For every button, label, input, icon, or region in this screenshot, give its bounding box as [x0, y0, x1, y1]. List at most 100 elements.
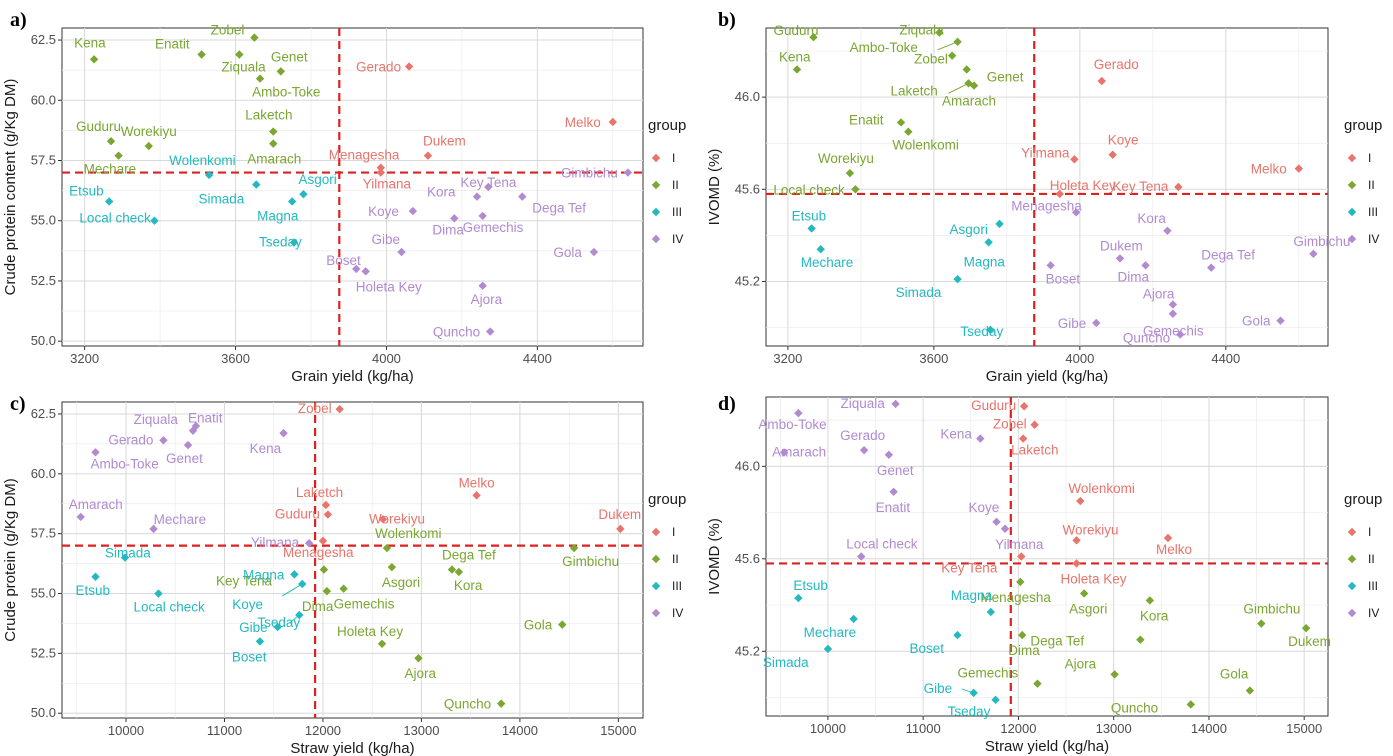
point-label-melko: Melko [565, 115, 601, 130]
point-label-gimbichu: Gimbichu [562, 554, 619, 569]
point-label-boset: Boset [1046, 271, 1081, 286]
legend-label-i: I [1368, 525, 1371, 539]
legend-key-ii [651, 180, 661, 190]
point-asgori [299, 190, 308, 199]
point-label-quncho: Quncho [444, 697, 491, 712]
point-label-mechare: Mechare [801, 255, 854, 270]
point-label-genet: Genet [166, 451, 203, 466]
point-holeta-key [361, 267, 370, 276]
point-local-check [851, 185, 860, 194]
point-label-tseday: Tseday [960, 324, 1003, 339]
x-axis-title: Straw yield (kg/ha) [290, 740, 414, 756]
point-label-local-check: Local check [846, 537, 918, 552]
point-guduru [323, 510, 333, 519]
y-tick-label: 50.0 [31, 705, 56, 720]
point-label-menagesha: Menagesha [980, 590, 1051, 605]
point-label-local-check: Local check [79, 211, 151, 226]
point-label-gola: Gola [553, 245, 582, 260]
point-label-gerado: Gerado [108, 432, 153, 447]
point-label-gemechis: Gemechis [1143, 324, 1204, 339]
legend-label-iv: IV [672, 606, 683, 620]
point-label-koye: Koye [969, 500, 1000, 515]
point-label-asgori: Asgori [1069, 601, 1107, 616]
legend-key-ii [1347, 180, 1357, 190]
point-worekiyu [144, 141, 153, 151]
point-label-gola: Gola [524, 618, 553, 633]
point-koye [1108, 150, 1117, 159]
y-tick-label: 62.5 [31, 406, 56, 421]
x-tick-label: 12000 [1000, 721, 1036, 736]
point-dega-tef [1207, 263, 1216, 272]
y-tick-label: 60.0 [31, 92, 56, 107]
point-label-gerado: Gerado [356, 60, 401, 75]
point-label-etsub: Etsub [793, 578, 828, 593]
point-wolenkomi [1076, 496, 1085, 506]
point-label-kena: Kena [940, 427, 972, 442]
y-tick-label: 46.0 [735, 89, 760, 104]
point-label-dukem: Dukem [1288, 634, 1331, 649]
point-kora [1163, 226, 1172, 235]
point-magna [287, 197, 297, 206]
y-tick-label: 45.2 [735, 273, 760, 288]
point-label-genet: Genet [271, 49, 308, 64]
point-gemechis [339, 584, 348, 593]
legend-label-iv: IV [1368, 606, 1379, 620]
legend-key-iii [651, 207, 661, 217]
point-asgori [995, 219, 1004, 229]
point-key-tena [1017, 552, 1026, 561]
x-tick-label: 15000 [1286, 721, 1322, 736]
point-genet [183, 440, 193, 450]
x-tick-label: 11000 [207, 723, 242, 738]
point-boset [352, 264, 361, 274]
point-label-asgori: Asgori [298, 172, 336, 187]
point-label-wolenkomi: Wolenkomi [169, 153, 236, 168]
point-simada [823, 644, 833, 654]
point-label-yilmana: Yilmana [363, 177, 412, 192]
point-label-gerado: Gerado [1094, 57, 1139, 72]
point-label-laketch: Laketch [891, 83, 938, 98]
point-label-local-check: Local check [134, 600, 206, 615]
x-tick-label: 13000 [1096, 721, 1132, 736]
point-label-magna: Magna [951, 588, 993, 603]
legend-key-iii [1347, 207, 1357, 217]
point-dukem [616, 524, 625, 534]
point-ziquala [235, 50, 244, 59]
point-enatit [197, 50, 206, 59]
x-tick-label: 3600 [919, 351, 948, 366]
point-label-quncho: Quncho [1123, 330, 1170, 345]
point-label-guduru: Guduru [76, 119, 121, 134]
y-tick-label: 62.5 [31, 32, 56, 47]
point-melko [472, 491, 481, 500]
point-label-koye: Koye [1108, 133, 1139, 148]
point-label-genet: Genet [877, 463, 914, 478]
point-label-tseday: Tseday [948, 704, 991, 719]
point-holeta-key [1072, 559, 1081, 568]
point-label-ziquala: Ziquala [221, 60, 266, 75]
point-label-gola: Gola [1242, 314, 1271, 329]
point-magna [290, 570, 299, 579]
panel-label: a) [10, 9, 27, 31]
point-label-laketch: Laketch [1011, 443, 1058, 458]
point-label-etsub: Etsub [69, 183, 104, 198]
x-tick-label: 10000 [810, 721, 846, 736]
point-simada [252, 180, 261, 189]
legend-key-iv [1347, 608, 1357, 618]
panel-label: c) [10, 393, 26, 415]
legend-key-iii [651, 581, 661, 591]
point-label-gimbichu: Gimbichu [1293, 234, 1350, 249]
point-label-laketch: Laketch [296, 485, 343, 500]
x-tick-label: 3200 [70, 351, 99, 366]
point-gimbichu [1257, 619, 1266, 628]
point-magna [986, 607, 995, 617]
point-magna [984, 238, 993, 247]
point-label-dukem: Dukem [598, 507, 641, 522]
point-label-tseday: Tseday [257, 615, 300, 630]
point-label-ambo-toke: Ambo-Toke [252, 85, 320, 100]
legend-label-iii: III [1368, 205, 1378, 219]
point-koye [992, 517, 1001, 527]
point-key-tena [484, 182, 493, 192]
legend-key-i [651, 527, 661, 537]
point-kora [472, 192, 482, 201]
point-gemechis [1033, 679, 1042, 688]
legend-key-i [1347, 527, 1357, 537]
